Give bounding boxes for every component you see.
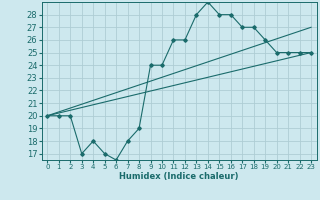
X-axis label: Humidex (Indice chaleur): Humidex (Indice chaleur) bbox=[119, 172, 239, 181]
